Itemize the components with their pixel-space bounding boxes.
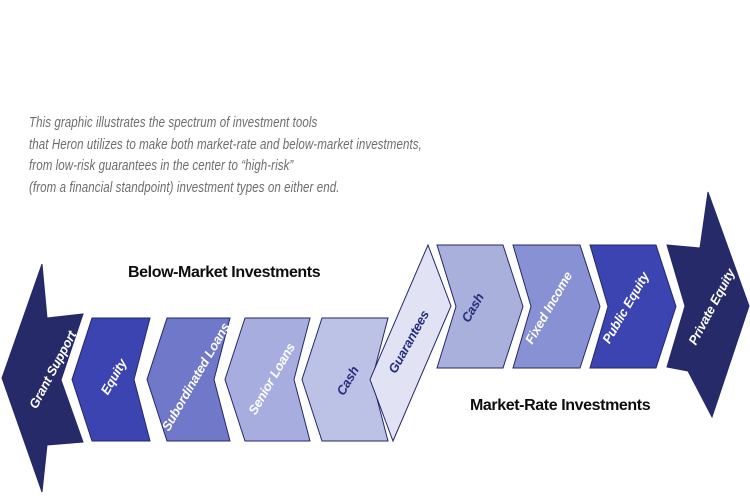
- chevron-public-equity-shape: [589, 244, 677, 369]
- chevron-cash-below-market: Cash: [301, 317, 389, 442]
- chevron-grant-support: Grant Support: [1, 263, 84, 493]
- chevron-cash-market-rate-shape: [436, 244, 524, 369]
- chevron-senior-loans-shape: [224, 317, 311, 442]
- chevron-equity: Equity: [71, 317, 151, 442]
- chevron-subordinated-loans-shape: [146, 317, 231, 442]
- intro-line-1: This graphic illustrates the spectrum of…: [29, 115, 318, 131]
- intro-line-4: (from a financial standpoint) investment…: [29, 180, 340, 197]
- chevron-public-equity: Public Equity: [589, 244, 677, 369]
- intro-line-2: that Heron utilizes to make both market-…: [29, 136, 422, 153]
- chevron-grant-support-shape: [1, 263, 84, 493]
- chevron-guarantees: Guarantees: [369, 243, 452, 443]
- chevron-cash-market-rate: Cash: [436, 244, 524, 369]
- chevron-private-equity: Private Equity: [666, 191, 750, 419]
- chevron-subordinated-loans: Subordinated Loans: [146, 317, 233, 442]
- chevron-private-equity-shape: [666, 191, 750, 419]
- chevron-cash-below-market-shape: [301, 317, 389, 442]
- chevron-equity-shape: [71, 317, 151, 442]
- chevron-fixed-income-shape: [512, 244, 601, 369]
- intro-text: This graphic illustrates the spectrum of…: [29, 113, 422, 200]
- chevron-senior-loans: Senior Loans: [224, 317, 311, 442]
- chevron-guarantees-shape: [369, 243, 452, 443]
- intro-line-3: from low-risk guarantees in the center t…: [29, 158, 294, 175]
- market-rate-heading: Market-Rate Investments: [470, 397, 651, 414]
- chevron-fixed-income: Fixed Income: [512, 244, 601, 369]
- below-market-heading: Below-Market Investments: [128, 264, 321, 281]
